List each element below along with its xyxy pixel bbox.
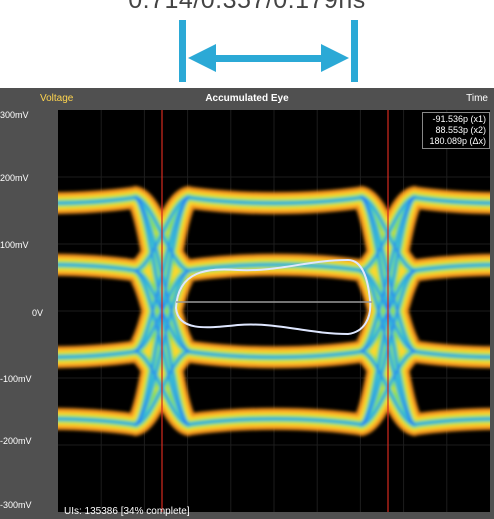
arrow-left-bar <box>179 20 186 82</box>
readout-x2: 88.553p (x2) <box>435 125 486 135</box>
y-tick-label: 100mV <box>0 240 29 250</box>
y-tick-label: 0V <box>32 308 44 318</box>
eye-rail <box>411 418 490 426</box>
eye-rail <box>58 264 139 272</box>
eye-rail <box>58 418 139 426</box>
cursor-readout-box: -91.536p (x1) 88.553p (x2) 180.089p (Δx) <box>422 112 490 149</box>
eye-rail <box>185 264 365 272</box>
eye-rail <box>58 350 139 358</box>
y-tick-label: 200mV <box>0 173 29 183</box>
eye-plot-area <box>58 110 490 512</box>
arrow-head-left <box>188 44 216 72</box>
grid <box>58 110 490 512</box>
y-tick-label: -200mV <box>0 436 32 446</box>
cursor-lines <box>161 110 389 512</box>
plot-title: Accumulated Eye <box>205 93 289 104</box>
y-tick-label: 300mV <box>0 110 29 120</box>
x-axis-title: Time <box>466 93 488 104</box>
y-tick-label: -100mV <box>0 374 32 384</box>
eye-rail <box>185 418 365 426</box>
eye-rail <box>411 350 490 358</box>
y-tick-label: -300mV <box>0 500 32 510</box>
scope-panel: Voltage Accumulated Eye Time 300mV 200mV… <box>0 88 494 519</box>
readout-dx: 180.089p (Δx) <box>429 136 486 146</box>
arrow-right-bar <box>351 20 358 82</box>
y-axis-title: Voltage <box>40 93 74 104</box>
annotation-title: 0.714/0.357/0.179ns <box>128 0 366 14</box>
readout-x1: -91.536p (x1) <box>432 114 486 124</box>
eye-rail <box>185 350 365 358</box>
eye-opening-contour <box>174 258 372 336</box>
acquisition-status: UIs: 135386 [34% complete] <box>64 506 190 517</box>
arrow-head-right <box>321 44 349 72</box>
dimension-arrow <box>179 20 358 82</box>
eye-rail <box>411 196 490 204</box>
eye-rail <box>411 264 490 272</box>
eye-rail <box>185 196 365 204</box>
arrow-shaft <box>210 55 328 62</box>
eye-rail <box>58 196 139 204</box>
